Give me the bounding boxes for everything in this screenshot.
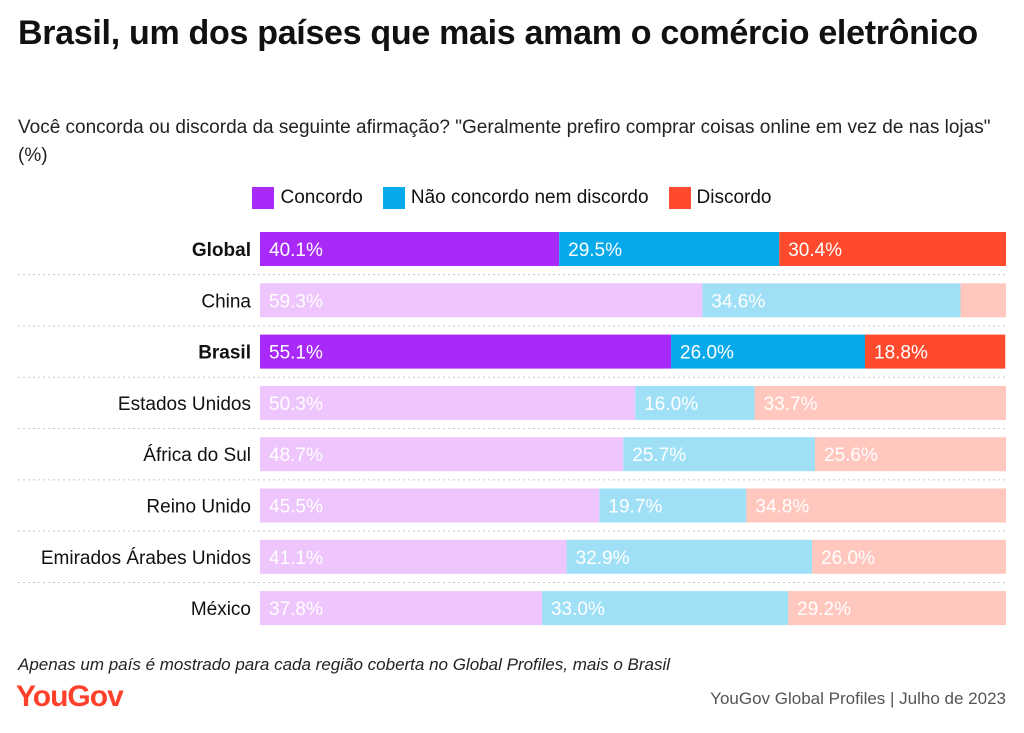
- data-label-neutro-brasil: 26.0%: [680, 343, 734, 364]
- data-label-neutro-china: 34.6%: [711, 291, 765, 312]
- data-label-concordo-reino-unido: 45.5%: [269, 497, 323, 518]
- bar-concordo-emirados-arabes-unidos: [260, 539, 567, 574]
- data-label-concordo-estados-unidos: 50.3%: [269, 394, 323, 415]
- bar-discordo-reino-unido: [746, 488, 1006, 523]
- bar-discordo-estados-unidos: [754, 385, 1006, 420]
- data-label-concordo-africa-do-sul: 48.7%: [269, 445, 323, 466]
- legend: Concordo Não concordo nem discordo Disco…: [0, 184, 1024, 212]
- data-label-concordo-mexico: 37.8%: [269, 599, 323, 620]
- category-label-mexico: México: [191, 599, 251, 620]
- data-label-concordo-brasil: 55.1%: [269, 343, 323, 364]
- bar-neutro-reino-unido: [599, 488, 747, 523]
- category-label-global: Global: [192, 240, 251, 261]
- bar-discordo-global: [779, 232, 1006, 266]
- bar-neutro-brasil: [671, 334, 866, 369]
- bar-neutro-mexico: [541, 591, 789, 626]
- bar-neutro-global: [559, 232, 780, 266]
- legend-swatch-concordo: [252, 187, 275, 209]
- category-label-reino-unido: Reino Unido: [146, 497, 251, 518]
- data-label-discordo-reino-unido: 34.8%: [755, 497, 809, 518]
- data-label-concordo-emirados-arabes-unidos: 41.1%: [269, 548, 323, 569]
- data-label-discordo-global: 30.4%: [788, 240, 842, 261]
- yougov-logo: YouGov: [16, 680, 124, 713]
- data-label-concordo-global: 40.1%: [269, 240, 323, 261]
- legend-item-discordo: Discordo: [668, 187, 772, 209]
- category-label-china: China: [201, 291, 251, 312]
- bar-neutro-china: [702, 283, 961, 318]
- category-label-estados-unidos: Estados Unidos: [118, 394, 251, 415]
- category-label-africa-do-sul: África do Sul: [143, 445, 251, 466]
- chart-subtitle: Você concorda ou discorda da seguinte af…: [18, 117, 991, 166]
- data-label-neutro-mexico: 33.0%: [551, 599, 605, 620]
- legend-swatch-neutro: [382, 187, 405, 209]
- bar-discordo-china: [960, 283, 1006, 318]
- bar-discordo-emirados-arabes-unidos: [812, 539, 1006, 574]
- bar-concordo-brasil: [260, 334, 672, 369]
- bar-neutro-africa-do-sul: [623, 437, 816, 472]
- legend-label-neutro: Não concordo nem discordo: [410, 187, 649, 208]
- legend-label-discordo: Discordo: [696, 187, 772, 208]
- legend-swatch-discordo: [668, 187, 691, 209]
- data-label-neutro-global: 29.5%: [568, 240, 622, 261]
- data-label-discordo-emirados-arabes-unidos: 26.0%: [821, 548, 875, 569]
- data-label-neutro-emirados-arabes-unidos: 32.9%: [576, 548, 630, 569]
- footnote: Apenas um país é mostrado para cada regi…: [18, 655, 671, 674]
- bar-concordo-mexico: [260, 591, 542, 626]
- data-label-neutro-africa-do-sul: 25.7%: [632, 445, 686, 466]
- category-label-brasil: Brasil: [198, 343, 251, 364]
- chart-title: Brasil, um dos países que mais amam o co…: [18, 14, 978, 52]
- data-label-discordo-mexico: 29.2%: [797, 599, 851, 620]
- data-label-concordo-china: 59.3%: [269, 291, 323, 312]
- bar-concordo-china: [260, 283, 703, 318]
- category-label-emirados-arabes-unidos: Emirados Árabes Unidos: [41, 548, 251, 569]
- legend-item-concordo: Concordo: [252, 187, 363, 209]
- bar-neutro-estados-unidos: [635, 385, 755, 420]
- data-label-discordo-estados-unidos: 33.7%: [764, 394, 818, 415]
- bar-neutro-emirados-arabes-unidos: [566, 539, 813, 574]
- bar-concordo-estados-unidos: [260, 385, 636, 420]
- bar-discordo-africa-do-sul: [815, 437, 1006, 472]
- data-label-discordo-brasil: 18.8%: [874, 343, 928, 364]
- source-note: YouGov Global Profiles | Julho de 2023: [710, 689, 1006, 708]
- bar-discordo-brasil: [865, 334, 1006, 369]
- bar-concordo-africa-do-sul: [260, 437, 624, 472]
- data-label-neutro-estados-unidos: 16.0%: [644, 394, 698, 415]
- data-label-discordo-africa-do-sul: 25.6%: [824, 445, 878, 466]
- legend-label-concordo: Concordo: [280, 187, 363, 208]
- data-label-neutro-reino-unido: 19.7%: [608, 497, 662, 518]
- bar-concordo-reino-unido: [260, 488, 600, 523]
- legend-item-neutro: Não concordo nem discordo: [382, 187, 649, 209]
- bar-discordo-mexico: [788, 591, 1006, 626]
- bar-concordo-global: [260, 232, 560, 266]
